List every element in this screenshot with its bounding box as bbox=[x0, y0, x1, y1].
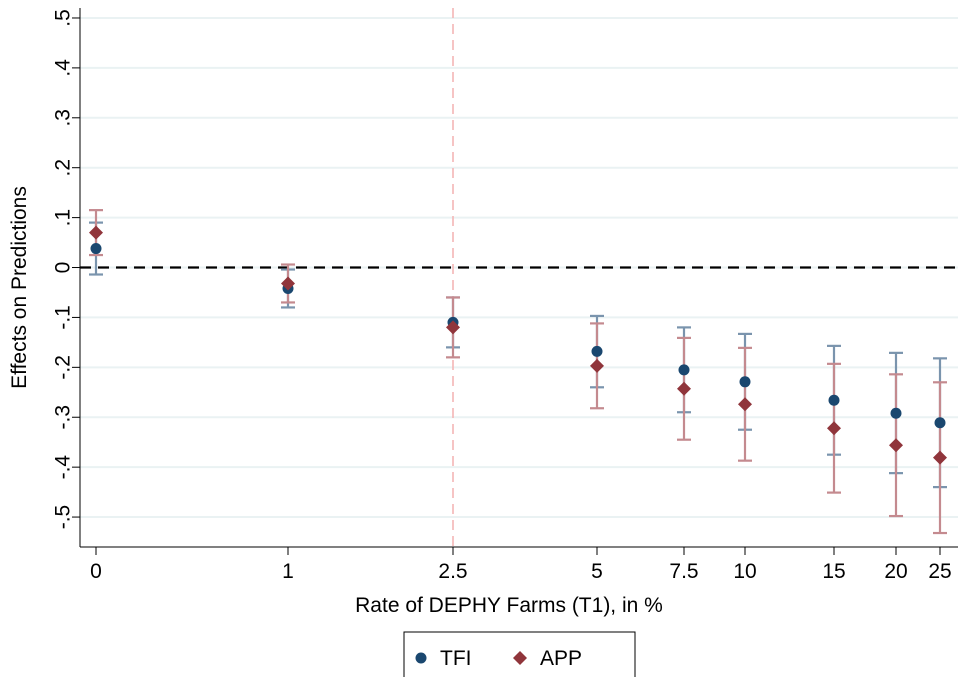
legend: TFI APP bbox=[403, 631, 636, 677]
x-tick-label: 0 bbox=[90, 560, 102, 583]
y-tick-label: -.1 bbox=[51, 305, 74, 330]
y-axis-title: Effects on Predictions bbox=[8, 186, 31, 389]
tfi-point bbox=[934, 417, 946, 429]
x-tick-label: 15 bbox=[822, 560, 845, 583]
tfi-point bbox=[90, 243, 102, 255]
y-tick-label: -.2 bbox=[51, 355, 74, 380]
app-point bbox=[933, 450, 947, 465]
legend-marker-tfi bbox=[415, 652, 427, 664]
tfi-point bbox=[739, 376, 751, 388]
legend-label-tfi: TFI bbox=[440, 647, 472, 670]
tfi-point bbox=[890, 407, 902, 419]
app-point bbox=[827, 421, 841, 436]
app-point bbox=[677, 381, 691, 396]
x-tick-label: 1 bbox=[282, 560, 294, 583]
x-tick-label: 25 bbox=[928, 560, 951, 583]
app-point bbox=[590, 358, 604, 373]
x-tick-label: 7.5 bbox=[669, 560, 698, 583]
app-point bbox=[889, 438, 903, 453]
tfi-point bbox=[591, 345, 603, 357]
tfi-point bbox=[828, 394, 840, 406]
tfi-point bbox=[678, 364, 690, 376]
y-tick-label: .5 bbox=[51, 9, 74, 27]
y-tick-label: .2 bbox=[51, 159, 74, 177]
x-tick-label: 2.5 bbox=[438, 560, 467, 583]
legend-marker-app bbox=[513, 651, 527, 665]
app-point bbox=[446, 320, 460, 335]
x-axis-title: Rate of DEPHY Farms (T1), in % bbox=[355, 594, 663, 617]
y-tick-label: -.3 bbox=[51, 405, 74, 430]
y-tick-label: .1 bbox=[51, 209, 74, 227]
x-tick-label: 10 bbox=[733, 560, 756, 583]
app-point bbox=[281, 276, 295, 291]
y-tick-label: 0 bbox=[51, 262, 74, 274]
y-tick-label: -.5 bbox=[51, 505, 74, 530]
app-point bbox=[89, 225, 103, 240]
app-point bbox=[738, 397, 752, 412]
x-tick-label: 20 bbox=[884, 560, 907, 583]
x-tick-label: 5 bbox=[591, 560, 603, 583]
legend-label-app: APP bbox=[540, 647, 582, 670]
y-tick-label: -.4 bbox=[51, 455, 74, 480]
y-tick-label: .3 bbox=[51, 109, 74, 127]
y-tick-label: .4 bbox=[51, 59, 74, 77]
